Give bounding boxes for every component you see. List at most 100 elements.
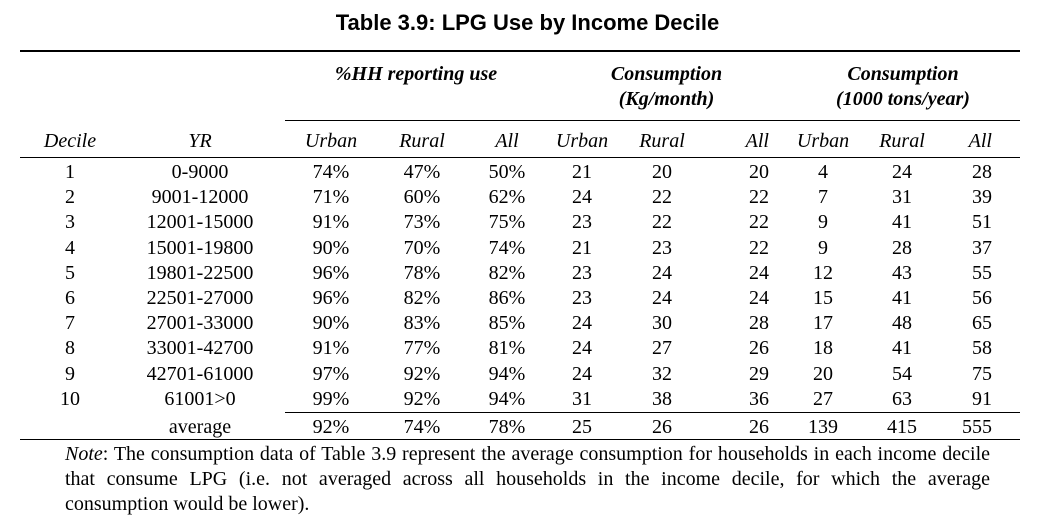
column-header-hh-all: All <box>495 130 519 152</box>
group-header-line-1: Consumption <box>847 63 959 85</box>
cell-tons-urban: 27 <box>813 387 833 410</box>
cell-hh-all: 50% <box>488 161 526 183</box>
cell-kg-rural: 32 <box>652 362 672 385</box>
group-header-consumption-year: Consumption (1000 tons/year) <box>786 62 1020 112</box>
cell-hh-rural: 47% <box>403 161 441 183</box>
cell-tons-urban: 9 <box>818 211 828 234</box>
cell-kg-rural: 27 <box>652 337 672 360</box>
cell-tons-all: 51 <box>972 211 992 234</box>
column-header-decile: Decile <box>43 130 97 152</box>
cell-tons-rural: 28 <box>892 236 912 259</box>
cell-hh-urban: 96% <box>312 287 350 309</box>
average-cell-hh-urban: 92% <box>312 416 350 438</box>
cell-kg-rural: 22 <box>652 211 672 234</box>
cell-hh-rural: 73% <box>403 211 441 234</box>
column-header-yr: YR <box>188 130 212 152</box>
cell-hh-rural: 70% <box>403 236 441 259</box>
cell-tons-urban: 7 <box>818 186 828 209</box>
cell-hh-urban: 90% <box>312 236 350 259</box>
cell-hh-all: 94% <box>488 362 526 385</box>
note-text: : The consumption data of Table 3.9 repr… <box>65 443 990 515</box>
cell-kg-urban: 24 <box>572 186 592 209</box>
cell-yr: 27001-33000 <box>146 312 254 335</box>
cell-tons-rural: 41 <box>892 337 912 360</box>
cell-tons-all: 75 <box>972 362 992 385</box>
column-header-kg-all: All <box>745 130 769 152</box>
cell-tons-all: 56 <box>972 287 992 309</box>
average-cell-kg-urban: 25 <box>572 416 592 438</box>
cell-yr: 33001-42700 <box>146 337 254 360</box>
cell-decile: 4 <box>65 236 75 259</box>
cell-tons-rural: 31 <box>892 186 912 209</box>
cell-hh-all: 74% <box>488 236 526 259</box>
cell-kg-rural: 22 <box>652 186 672 209</box>
average-cell-tons-urban: 139 <box>808 416 838 438</box>
cell-tons-rural: 41 <box>892 211 912 234</box>
cell-hh-rural: 83% <box>403 312 441 335</box>
average-cell-yr: average <box>168 416 232 438</box>
cell-kg-rural: 23 <box>652 236 672 259</box>
cell-tons-rural: 54 <box>892 362 912 385</box>
cell-tons-urban: 12 <box>813 261 833 284</box>
cell-tons-urban: 9 <box>818 236 828 259</box>
table-note: Note: The consumption data of Table 3.9 … <box>65 442 990 517</box>
cell-hh-urban: 91% <box>312 211 350 234</box>
cell-yr: 42701-61000 <box>146 362 254 385</box>
cell-tons-all: 65 <box>972 312 992 335</box>
group-header-hh-use: %HH reporting use <box>285 62 547 87</box>
cell-hh-rural: 82% <box>403 287 441 309</box>
cell-tons-all: 55 <box>972 261 992 284</box>
cell-kg-urban: 21 <box>572 161 592 183</box>
cell-decile: 7 <box>65 312 75 335</box>
column-header-tons-urban: Urban <box>796 130 850 152</box>
cell-hh-urban: 74% <box>312 161 350 183</box>
column-header-hh-urban: Urban <box>304 130 358 152</box>
average-cell-hh-rural: 74% <box>403 416 441 438</box>
average-cell-tons-all: 555 <box>962 416 992 438</box>
cell-decile: 6 <box>65 287 75 309</box>
group-rule-hh-use <box>285 120 547 121</box>
cell-kg-urban: 23 <box>572 211 592 234</box>
cell-hh-rural: 92% <box>403 387 441 410</box>
cell-decile: 2 <box>65 186 75 209</box>
cell-tons-all: 39 <box>972 186 992 209</box>
cell-hh-all: 81% <box>488 337 526 360</box>
cell-kg-all: 24 <box>749 287 769 309</box>
cell-kg-all: 22 <box>749 186 769 209</box>
cell-yr: 15001-19800 <box>146 236 254 259</box>
average-cell-kg-all: 26 <box>749 416 769 438</box>
cell-yr: 9001-12000 <box>151 186 249 209</box>
cell-tons-all: 37 <box>972 236 992 259</box>
cell-kg-all: 26 <box>749 337 769 360</box>
cell-hh-all: 75% <box>488 211 526 234</box>
cell-kg-urban: 24 <box>572 362 592 385</box>
cell-kg-urban: 24 <box>572 337 592 360</box>
top-rule <box>20 50 1020 52</box>
cell-hh-urban: 91% <box>312 337 350 360</box>
cell-hh-rural: 77% <box>403 337 441 360</box>
cell-hh-urban: 97% <box>312 362 350 385</box>
cell-yr: 12001-15000 <box>146 211 254 234</box>
cell-kg-urban: 24 <box>572 312 592 335</box>
cell-kg-all: 36 <box>749 387 769 410</box>
table-title: Table 3.9: LPG Use by Income Decile <box>335 10 720 35</box>
cell-hh-urban: 99% <box>312 387 350 410</box>
cell-kg-urban: 21 <box>572 236 592 259</box>
cell-tons-urban: 15 <box>813 287 833 309</box>
cell-yr: 22501-27000 <box>146 287 254 309</box>
cell-hh-all: 62% <box>488 186 526 209</box>
cell-hh-all: 85% <box>488 312 526 335</box>
group-header-line-2: (1000 tons/year) <box>836 88 970 110</box>
cell-kg-all: 28 <box>749 312 769 335</box>
cell-decile: 9 <box>65 362 75 385</box>
cell-tons-rural: 24 <box>892 161 912 183</box>
cell-decile: 3 <box>65 211 75 234</box>
cell-tons-urban: 17 <box>813 312 833 335</box>
average-rule <box>285 412 1020 413</box>
cell-tons-urban: 20 <box>813 362 833 385</box>
note-lead: Note <box>65 443 103 465</box>
cell-hh-urban: 90% <box>312 312 350 335</box>
cell-yr: 0-9000 <box>171 161 229 183</box>
cell-tons-rural: 48 <box>892 312 912 335</box>
group-header-hh-use-label: %HH reporting use <box>334 63 498 85</box>
